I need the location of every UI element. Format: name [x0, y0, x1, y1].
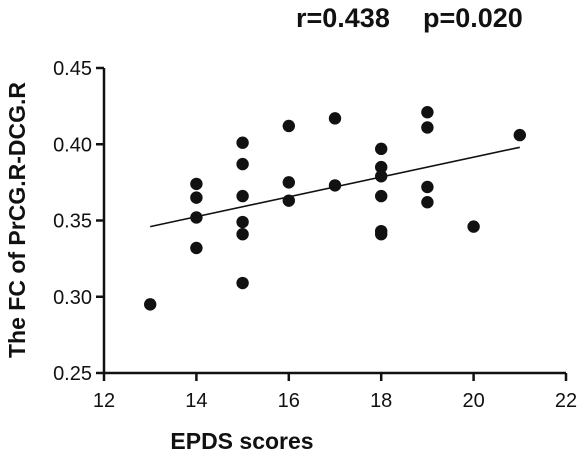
data-point: [375, 170, 388, 183]
data-point: [236, 136, 249, 149]
y-tick-label: 0.35: [53, 211, 92, 233]
data-point: [190, 211, 203, 224]
data-point: [236, 215, 249, 229]
x-tick-label: 14: [185, 390, 207, 412]
correlation-r-label: r=0.438: [296, 3, 390, 33]
y-axis-label: The FC of PrCG.R-DCG.R: [4, 82, 30, 358]
data-point: [375, 142, 388, 156]
axis-ticks: 12 14 16 18 20 22 0.25 0.30 0.35 0.40 0.45: [53, 58, 577, 412]
y-tick-label: 0.25: [53, 363, 92, 385]
data-point: [421, 196, 434, 209]
data-point: [190, 241, 203, 255]
y-tick-label: 0.45: [53, 58, 92, 80]
data-point: [421, 180, 434, 194]
data-point: [467, 220, 480, 233]
p-value-label: p=0.020: [423, 3, 523, 33]
data-point: [282, 119, 295, 133]
data-points: [144, 106, 526, 311]
x-tick-label: 12: [93, 390, 115, 412]
data-point: [421, 106, 434, 119]
x-tick-label: 16: [278, 390, 300, 412]
data-point: [236, 189, 249, 203]
data-point: [236, 157, 249, 171]
data-point: [421, 121, 434, 134]
y-tick-label: 0.40: [53, 134, 92, 156]
y-tick-label: 0.30: [53, 287, 92, 309]
data-point: [282, 194, 295, 207]
data-point: [190, 191, 203, 204]
data-point: [328, 179, 342, 192]
data-point: [144, 298, 157, 311]
data-point: [190, 177, 203, 191]
data-point: [236, 228, 249, 241]
data-point: [375, 160, 388, 174]
data-point: [328, 112, 342, 125]
x-tick-label: 20: [462, 390, 484, 412]
data-point: [282, 176, 295, 189]
data-point: [375, 189, 388, 203]
data-point: [513, 128, 526, 142]
x-axis-label: EPDS scores: [170, 428, 313, 454]
x-tick-label: 22: [555, 390, 577, 412]
data-point: [375, 228, 388, 241]
data-point: [236, 276, 249, 290]
x-tick-label: 18: [370, 390, 392, 412]
